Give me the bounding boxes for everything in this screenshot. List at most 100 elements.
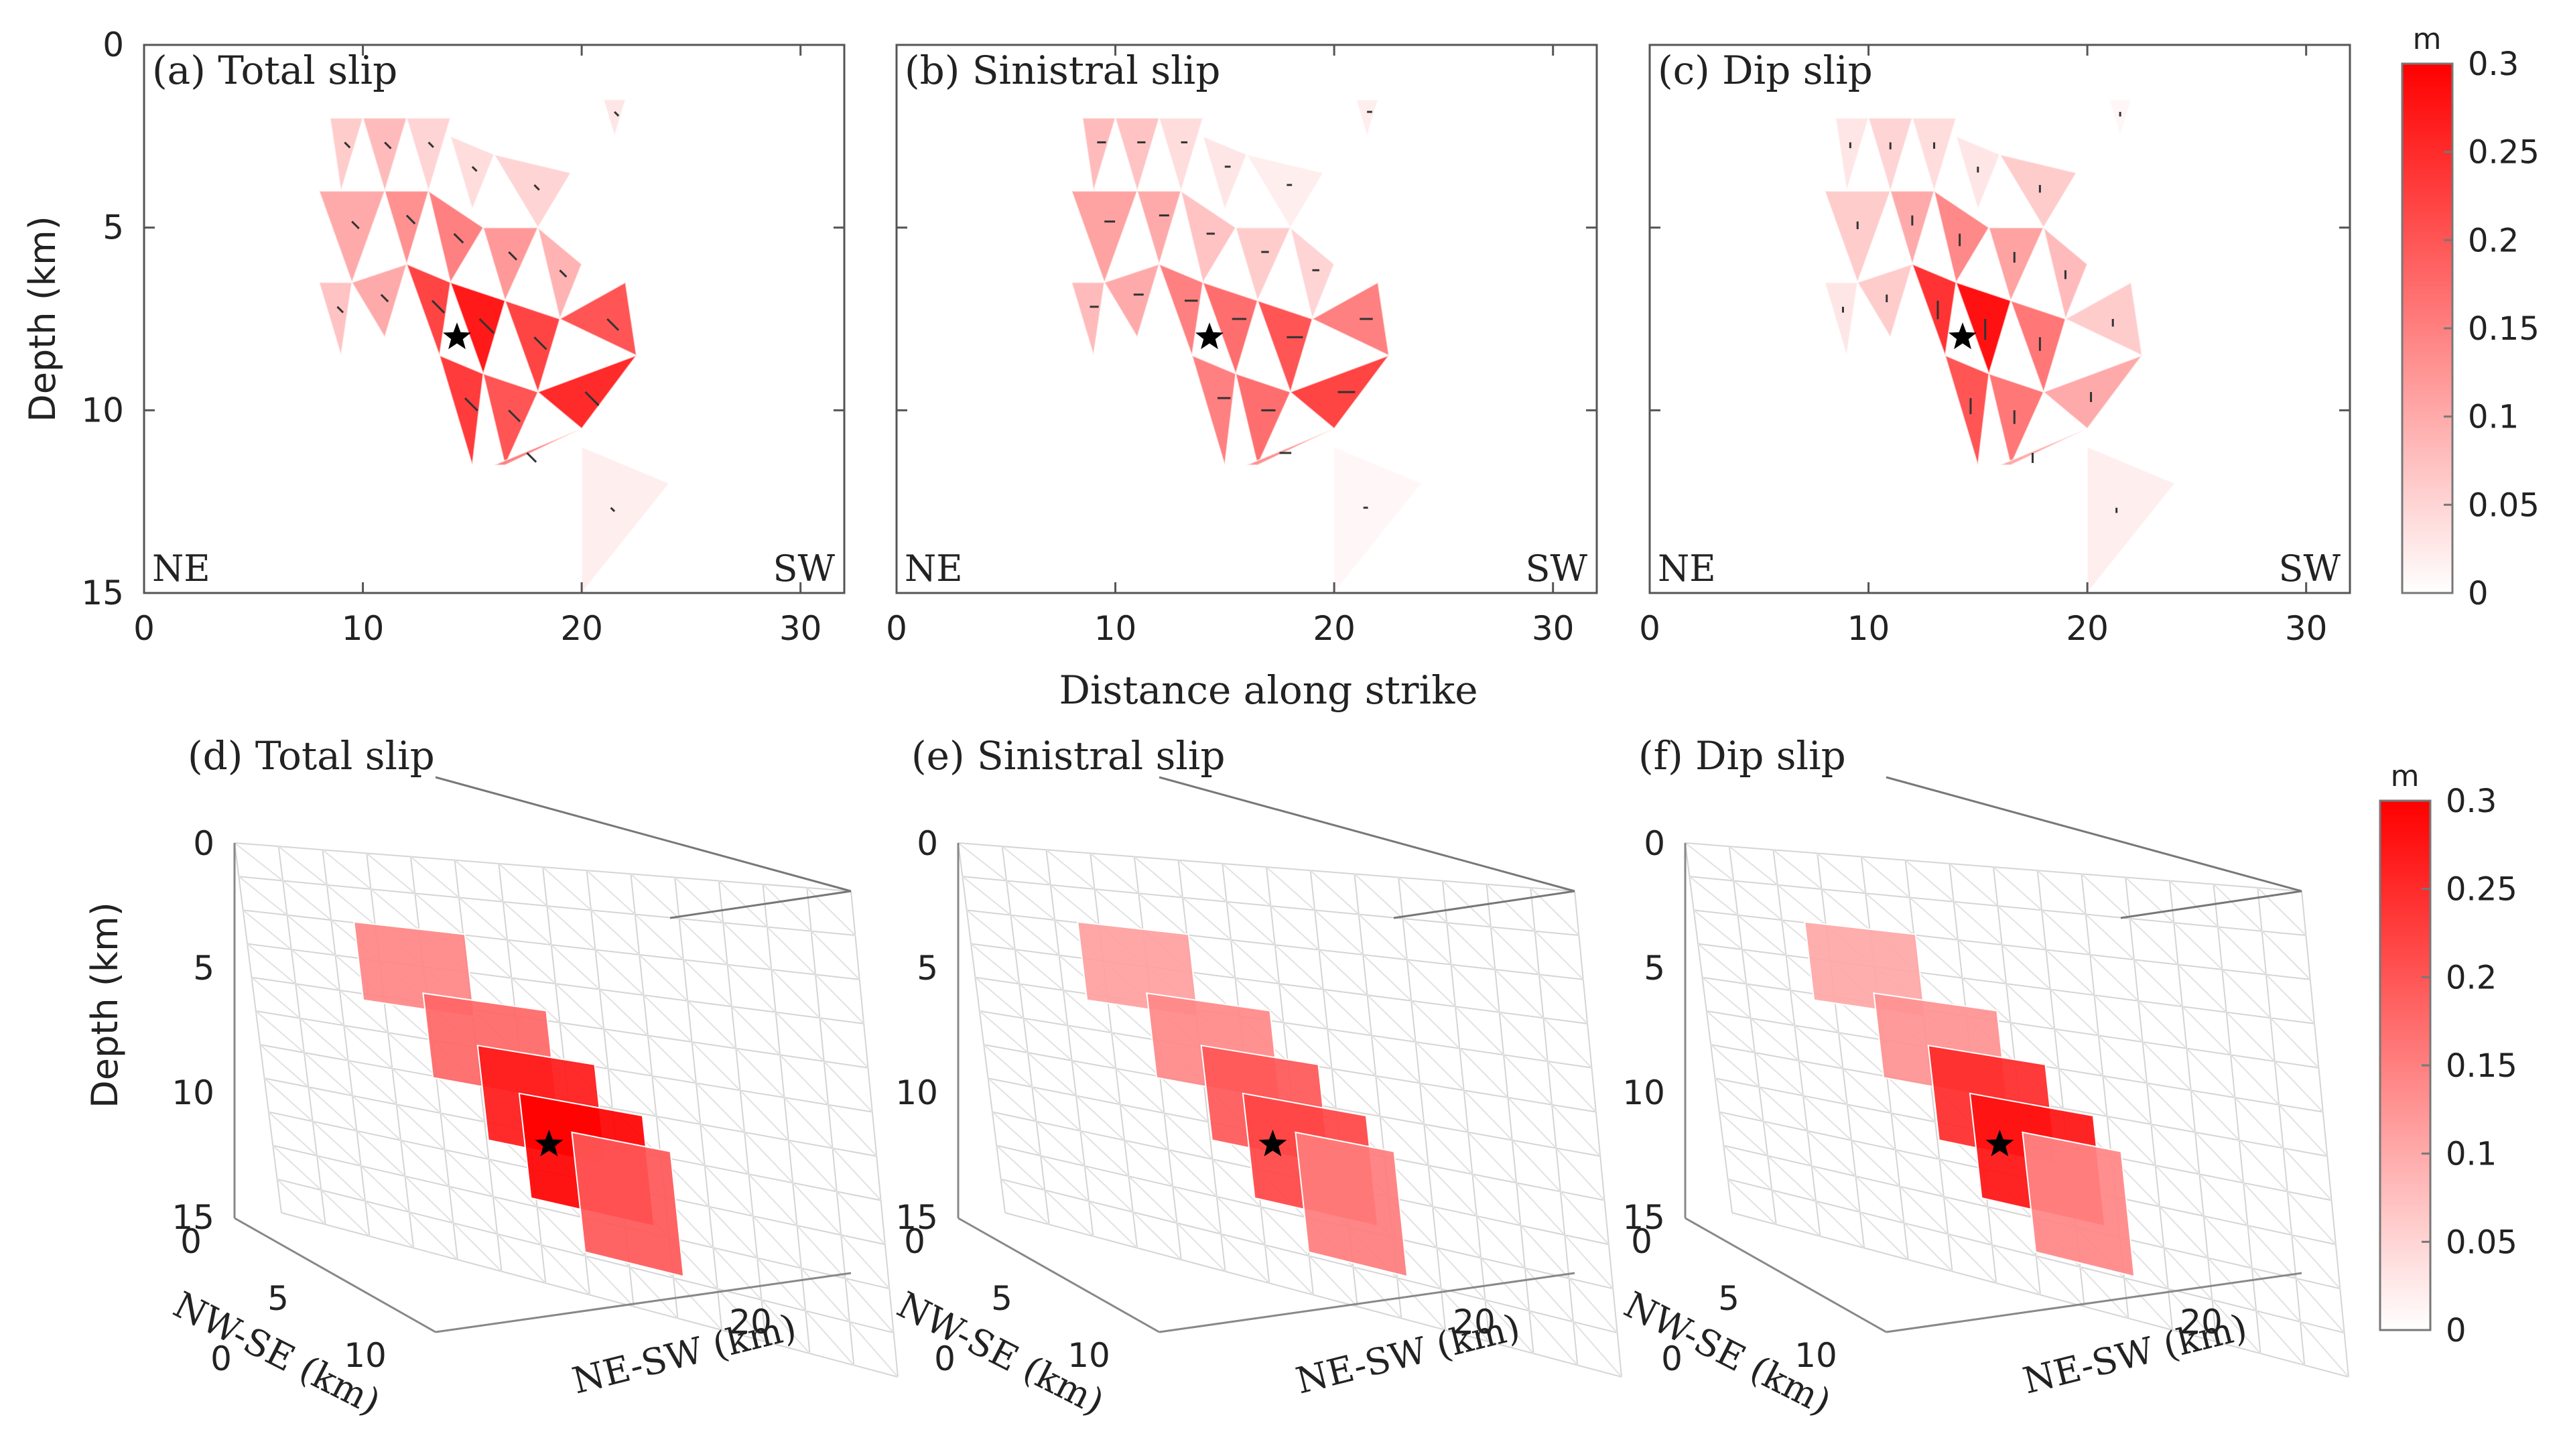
mesh-line <box>1432 1206 1482 1259</box>
mesh-line <box>1084 1165 1134 1213</box>
corner-label-ne: NE <box>1658 547 1716 590</box>
colorbar-unit: m <box>2413 22 2442 56</box>
mesh-line <box>1714 1077 1764 1122</box>
mesh-line <box>1754 1052 1804 1097</box>
z-tick-label: 5 <box>917 949 938 988</box>
mesh-line <box>1075 1095 1125 1141</box>
slip-patch <box>2022 1131 2135 1278</box>
mesh-line <box>1903 1222 1953 1272</box>
x-tick-label: 10 <box>1847 609 1890 648</box>
mesh-line <box>1480 1257 1530 1312</box>
mesh-line <box>1172 1185 1222 1235</box>
mesh-line <box>1266 866 1315 911</box>
slip-vector <box>405 214 416 224</box>
mesh-line <box>1865 892 1914 936</box>
mesh-line <box>678 918 728 966</box>
mesh-line <box>1168 1149 1218 1197</box>
nwse-tick-label: 0 <box>1631 1222 1652 1261</box>
slip-vector <box>344 141 351 149</box>
mesh-line <box>1419 1082 1469 1133</box>
mesh-line <box>712 1247 763 1301</box>
mesh-line <box>687 1000 737 1049</box>
mesh-line <box>1524 1268 1574 1323</box>
mesh-line <box>1574 890 1622 1378</box>
nesw-tick-label: 20 <box>729 1303 772 1341</box>
mesh-line <box>498 863 548 907</box>
mesh-line <box>404 1175 454 1224</box>
slip-cell <box>1333 446 1423 595</box>
mesh-line <box>603 1029 653 1077</box>
mesh-line <box>1398 877 1447 1331</box>
mesh-line <box>1366 994 1417 1043</box>
mesh-line <box>448 1185 498 1235</box>
mesh-line <box>752 1215 802 1269</box>
mesh-line <box>1045 849 1096 890</box>
mesh-line <box>1538 974 1588 1024</box>
mesh-line <box>1211 1159 1262 1207</box>
mesh-line <box>304 1052 353 1097</box>
nesw-tick-label: 0 <box>1661 1339 1683 1378</box>
mesh-line <box>326 884 376 926</box>
mesh-line <box>322 850 371 1237</box>
mesh-line <box>1031 1086 1081 1132</box>
mesh-line <box>801 1268 850 1323</box>
mesh-line <box>251 976 301 1019</box>
mesh-line <box>2300 1321 2349 1378</box>
mesh-line <box>771 969 821 1018</box>
slip-cell <box>1114 117 1161 194</box>
mesh-line <box>320 1189 371 1237</box>
mesh-line <box>1947 1234 1997 1284</box>
slip-cell <box>1911 263 1957 356</box>
slip-cell <box>449 135 495 212</box>
mesh-line <box>796 1225 846 1279</box>
mesh-line <box>704 1165 754 1217</box>
mesh-line <box>1564 1234 1614 1289</box>
mesh-line <box>1379 1116 1429 1167</box>
mesh-line <box>444 1149 494 1197</box>
nwse-tick-label: 10 <box>1794 1336 1837 1375</box>
mesh-line <box>1886 1075 1936 1123</box>
mesh-line <box>1490 926 1540 976</box>
slip-vector <box>559 269 568 278</box>
mesh-line <box>2106 1116 2156 1167</box>
colorbars: m 0 0.05 0.1 0.15 0.2 0.25 0.3 m 0 0.05 0.1 0.15 0.2 0… <box>2379 22 2540 1349</box>
slip-cell <box>492 153 572 229</box>
slip-vector <box>471 166 478 172</box>
colorbar-tick-label: 0 <box>2468 575 2489 612</box>
mesh-line <box>263 1077 314 1122</box>
mesh-line <box>2089 954 2139 1002</box>
mesh-line <box>278 846 328 886</box>
mesh-line <box>1573 1321 1622 1378</box>
mesh-line <box>1234 977 1285 1023</box>
mesh-line <box>1685 842 1733 1213</box>
mesh-line <box>308 1086 358 1132</box>
mesh-line <box>234 842 283 882</box>
mesh-line <box>1044 1189 1094 1237</box>
nwse-tick-label: 10 <box>1067 1336 1110 1375</box>
x-tick-label: 0 <box>1639 609 1660 648</box>
mesh-line <box>673 1277 722 1331</box>
box-edge <box>669 890 852 919</box>
mesh-line <box>454 859 504 903</box>
slip-vector <box>351 220 360 230</box>
mesh-line <box>396 1104 446 1150</box>
mesh-line <box>607 1068 657 1117</box>
corner-label-sw: SW <box>773 547 836 590</box>
slip-vector <box>464 397 478 411</box>
mesh-line <box>815 974 864 1024</box>
mesh-line <box>1729 846 1778 886</box>
mesh-line <box>1163 1112 1213 1160</box>
mesh-line <box>360 1165 410 1213</box>
box-edge <box>435 1272 852 1333</box>
mesh-line <box>1798 1060 1848 1106</box>
mesh-line <box>1938 1159 1989 1207</box>
mesh-line <box>762 884 811 1354</box>
mesh-line <box>1014 949 1064 991</box>
mesh-line <box>1551 1104 1601 1157</box>
slip-cell <box>537 225 583 322</box>
mesh-line <box>2133 959 2183 1007</box>
z-tick-label: 0 <box>193 824 214 863</box>
slip-vector <box>336 306 344 314</box>
mesh-line <box>1697 943 1747 985</box>
slip-cell <box>558 281 638 357</box>
